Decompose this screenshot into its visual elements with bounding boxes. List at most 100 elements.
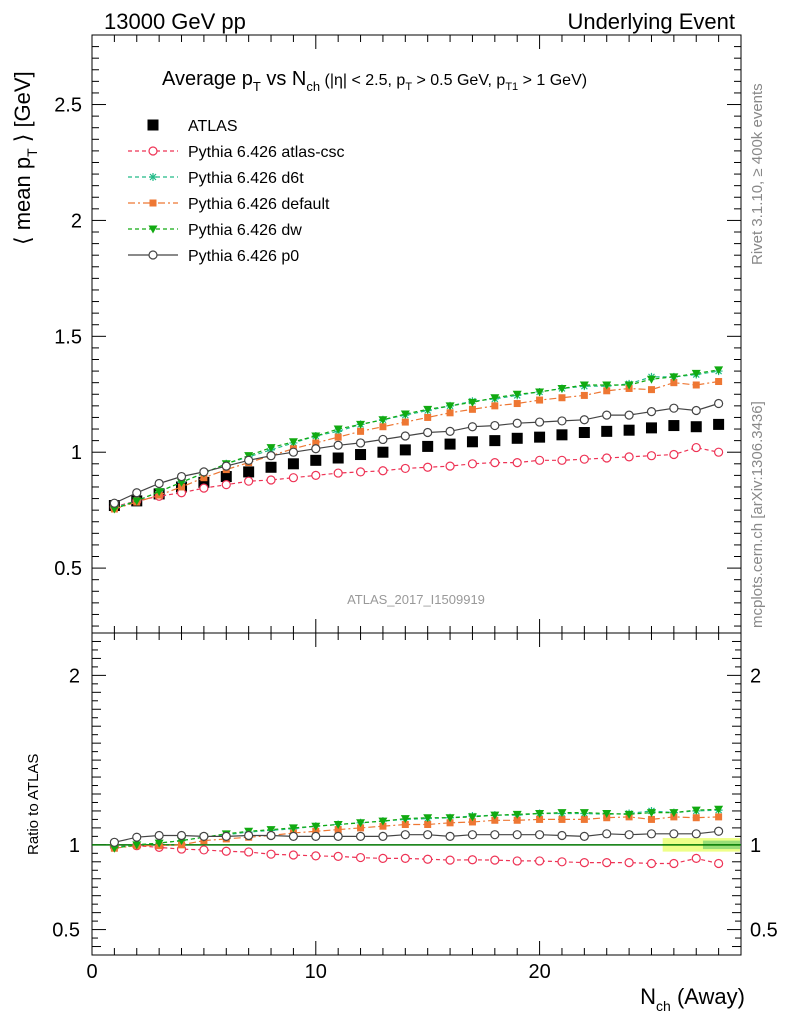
data-point — [377, 446, 389, 458]
x-tick-label: 10 — [305, 961, 327, 983]
y-tick-label: 2 — [71, 210, 82, 232]
title-main: Average p — [162, 68, 253, 90]
data-point — [691, 829, 701, 839]
data-point — [467, 459, 478, 469]
data-point — [558, 394, 566, 402]
data-point — [668, 420, 680, 432]
legend-label: Pythia 6.426 default — [188, 196, 330, 213]
header-left: 13000 GeV pp — [104, 9, 246, 34]
data-point — [333, 468, 343, 478]
data-point — [490, 855, 500, 865]
data-point — [401, 418, 409, 426]
data-point — [692, 814, 700, 822]
data-point — [288, 473, 299, 483]
side-top-label: Rivet 3.1.10, ≥ 400k events — [749, 83, 766, 265]
data-point — [310, 454, 322, 466]
legend-entry: Pythia 6.426 default — [128, 196, 330, 213]
data-point — [647, 815, 655, 823]
data-point — [512, 856, 522, 866]
data-point — [287, 458, 299, 470]
legend-entry: Pythia 6.426 p0 — [128, 248, 299, 265]
title-sub-t1: T1 — [505, 81, 518, 93]
data-point — [220, 471, 232, 483]
data-point — [334, 826, 342, 834]
data-point — [154, 839, 164, 848]
data-point — [355, 852, 366, 863]
data-point — [602, 809, 612, 818]
data-point — [400, 815, 410, 824]
ratio-y-tick-label: 2 — [69, 665, 80, 687]
data-point — [491, 402, 499, 410]
data-point — [109, 498, 119, 508]
x-tick-label: 0 — [86, 961, 97, 983]
data-point — [601, 425, 613, 437]
data-point — [691, 405, 701, 416]
data-point — [244, 455, 254, 465]
data-point — [669, 403, 679, 413]
ratio-panel-frame — [91, 632, 742, 956]
data-point — [557, 830, 567, 841]
y-tick-label: 1 — [71, 442, 82, 464]
data-point — [556, 429, 568, 441]
data-point — [266, 451, 276, 461]
data-point — [602, 453, 612, 463]
data-point — [266, 849, 276, 859]
y-tick-label: 1.5 — [54, 326, 82, 348]
data-point — [265, 461, 277, 473]
data-point — [221, 461, 231, 471]
data-point — [511, 432, 523, 444]
data-point — [334, 433, 342, 441]
data-point — [400, 853, 410, 864]
data-point — [132, 497, 142, 506]
data-point — [357, 824, 365, 832]
data-point — [446, 409, 454, 417]
data-point — [646, 375, 656, 384]
data-point — [288, 831, 299, 841]
data-point — [714, 826, 724, 836]
data-point — [178, 483, 186, 491]
data-point — [148, 146, 158, 156]
data-point — [512, 390, 522, 399]
data-point — [714, 366, 724, 375]
data-point — [446, 819, 454, 827]
data-point — [333, 425, 343, 434]
data-point — [513, 816, 521, 824]
data-point — [558, 815, 566, 823]
data-point — [669, 809, 679, 818]
data-point — [579, 381, 589, 390]
data-point — [646, 829, 657, 839]
data-point — [132, 832, 142, 842]
ratio-y-tick-label-right: 1 — [750, 835, 761, 857]
data-point — [221, 831, 231, 841]
legend-label: Pythia 6.426 atlas-csc — [188, 144, 345, 161]
data-point — [332, 452, 344, 464]
data-point — [466, 436, 478, 448]
data-point — [400, 431, 410, 441]
data-point — [147, 119, 159, 131]
data-point — [199, 467, 209, 477]
data-point — [312, 439, 320, 447]
data-point — [423, 427, 433, 438]
data-point — [534, 856, 545, 866]
data-point — [467, 813, 477, 822]
data-point — [288, 850, 299, 860]
data-point — [355, 449, 367, 461]
ratio-y-tick-label-right: 2 — [750, 665, 761, 687]
title-sub-ch: ch — [306, 79, 320, 94]
data-point — [647, 386, 655, 394]
data-point — [714, 805, 724, 814]
data-point — [311, 851, 321, 861]
data-point — [669, 373, 679, 382]
data-point — [333, 821, 343, 830]
series-line — [114, 402, 719, 504]
data-point — [669, 858, 679, 869]
data-point — [356, 819, 366, 828]
data-point — [512, 458, 522, 468]
data-point — [288, 824, 298, 833]
data-point — [536, 396, 544, 404]
x-axis-label: Nch (Away) — [640, 984, 745, 1014]
data-point — [467, 830, 478, 840]
data-point — [602, 410, 612, 420]
data-point — [578, 427, 590, 439]
data-point — [149, 199, 157, 207]
